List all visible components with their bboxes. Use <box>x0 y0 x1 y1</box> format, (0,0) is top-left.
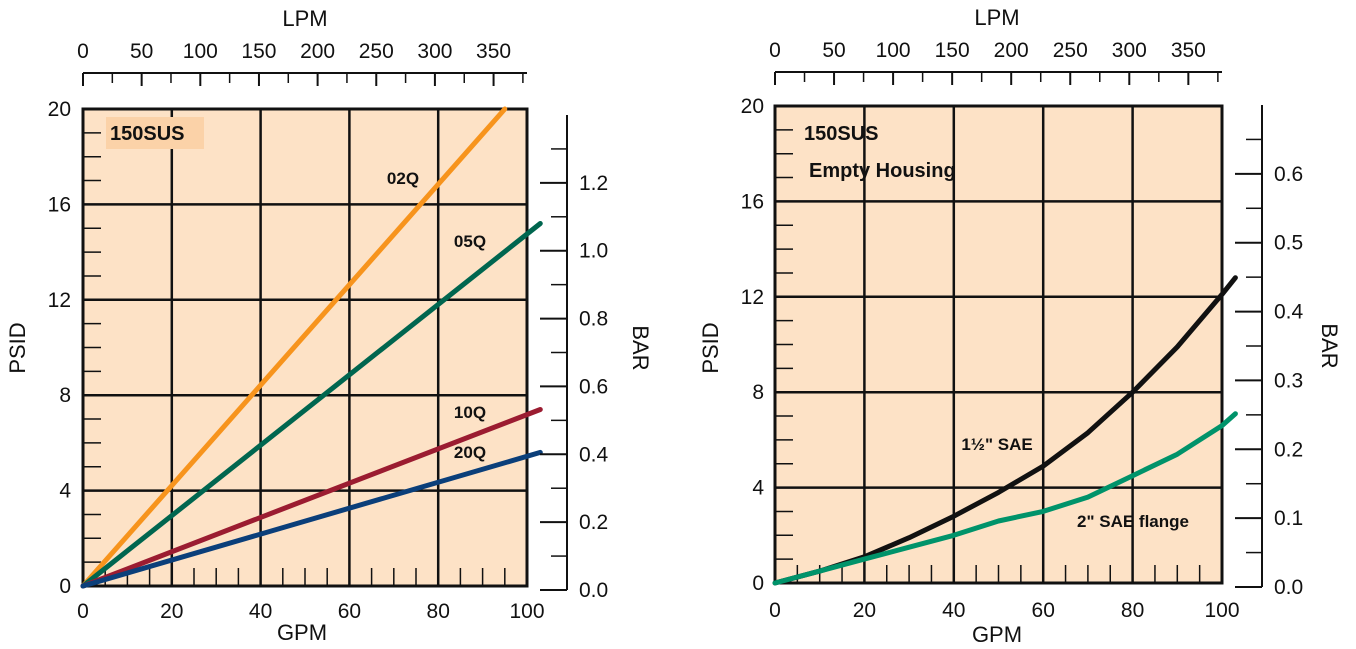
y-tick-label: 20 <box>48 98 71 121</box>
x-tick-label: 0 <box>77 600 89 623</box>
y-tick-label: 12 <box>741 286 764 309</box>
lpm-tick-label: 200 <box>994 39 1029 62</box>
series-label: 10Q <box>454 403 486 422</box>
bar-ticks-right: 0.0 0.1 0.2 0.3 0.4 0.5 0.6 <box>1235 138 1304 599</box>
series-label: 02Q <box>387 169 419 188</box>
chart-title-left: 150SUS <box>110 123 185 145</box>
bar-tick-label: 0.3 <box>1274 369 1303 392</box>
x-tick-label: 80 <box>427 600 450 623</box>
series-label: 20Q <box>454 443 486 462</box>
series-label: 05Q <box>454 232 486 251</box>
x-ticks-left: 0 20 40 60 80 100 <box>77 600 544 623</box>
series-line <box>772 411 1238 586</box>
x-tick-label: 40 <box>942 599 965 622</box>
bar-tick-label: 0.0 <box>579 579 608 602</box>
x2-axis-title-right: LPM <box>974 5 1019 30</box>
lpm-ticks-right: 0 50 100 150 200 250 300 350 <box>769 39 1219 85</box>
chart-title-right: 150SUS <box>804 123 879 145</box>
x-tick-label: 40 <box>249 600 272 623</box>
x-tick-label: 100 <box>509 600 544 623</box>
x-tick-label: 20 <box>853 599 876 622</box>
x-tick-label: 100 <box>1204 599 1239 622</box>
lpm-tick-label: 350 <box>476 40 511 63</box>
plot-area-left <box>81 107 529 588</box>
y-tick-label: 20 <box>741 95 764 118</box>
chart-right: 150SUS Empty Housing 1½" SAE 2" SAE flang… <box>698 5 1342 647</box>
series-line <box>80 106 508 589</box>
x-axis-title-right: GPM <box>972 622 1022 647</box>
bar-tick-label: 0.6 <box>1274 163 1303 186</box>
x-tick-label: 20 <box>160 600 183 623</box>
x-axis-title-left: GPM <box>277 620 327 645</box>
title-bg-left <box>106 117 204 149</box>
y-ticks-left: 0 4 8 12 16 20 <box>48 98 72 598</box>
series-label: 1½" SAE <box>961 435 1032 454</box>
lpm-ticks-left: 0 50 100 150 200 250 300 350 <box>77 40 524 86</box>
series-group-right <box>772 275 1238 586</box>
lpm-tick-label: 0 <box>769 39 781 62</box>
lpm-tick-label: 100 <box>183 40 218 63</box>
series-group-left <box>80 106 543 589</box>
bar-tick-label: 0.4 <box>1274 301 1304 324</box>
series-labels-right: 1½" SAE 2" SAE flange <box>961 435 1189 531</box>
lpm-tick-label: 100 <box>876 39 911 62</box>
grid-left <box>83 109 527 586</box>
chart-subtitle-right: Empty Housing <box>809 160 956 182</box>
y-tick-label: 0 <box>59 575 71 598</box>
y-ticks-right: 0 4 8 12 16 20 <box>741 95 765 595</box>
bar-tick-label: 0.8 <box>579 308 608 331</box>
bar-tick-label: 0.2 <box>1274 438 1303 461</box>
y-tick-label: 8 <box>752 381 764 404</box>
series-line <box>80 221 543 589</box>
bar-tick-label: 0.6 <box>579 375 608 398</box>
bar-ticks-left: 0.0 0.2 0.4 0.6 0.8 1.0 1.2 <box>540 148 609 602</box>
lpm-tick-label: 50 <box>130 40 153 63</box>
bar-tick-label: 1.2 <box>579 172 608 195</box>
bar-tick-label: 1.0 <box>579 240 608 263</box>
bar-tick-label: 0.1 <box>1274 507 1303 530</box>
series-line <box>80 407 543 589</box>
bar-tick-label: 0.0 <box>1274 576 1303 599</box>
minor-ticks-left <box>83 132 506 586</box>
y2-axis-title-left: BAR <box>628 325 653 370</box>
lpm-tick-label: 150 <box>935 39 970 62</box>
series-line <box>80 449 543 589</box>
series-labels-left: 02Q 05Q 10Q 20Q <box>387 169 486 462</box>
y-tick-label: 4 <box>59 480 71 503</box>
lpm-tick-label: 50 <box>822 39 845 62</box>
y-axis-title-right: PSID <box>698 322 723 373</box>
y2-axis-title-right: BAR <box>1317 323 1342 368</box>
minor-ticks-right <box>775 129 1201 583</box>
x-tick-label: 0 <box>769 599 781 622</box>
lpm-tick-label: 300 <box>1112 39 1147 62</box>
lpm-tick-label: 250 <box>359 40 394 63</box>
plot-area-right <box>773 104 1224 585</box>
y-axis-title-left: PSID <box>5 322 30 373</box>
x-tick-label: 60 <box>338 600 361 623</box>
y-tick-label: 16 <box>48 193 71 216</box>
y-tick-label: 4 <box>752 477 764 500</box>
x-tick-label: 60 <box>1032 599 1055 622</box>
x-ticks-right: 0 20 40 60 80 100 <box>769 599 1239 622</box>
y-tick-label: 0 <box>752 572 764 595</box>
lpm-tick-label: 300 <box>417 40 452 63</box>
lpm-tick-label: 350 <box>1171 39 1206 62</box>
x-tick-label: 80 <box>1121 599 1144 622</box>
lpm-tick-label: 150 <box>241 40 276 63</box>
lpm-tick-label: 200 <box>300 40 335 63</box>
lpm-tick-label: 0 <box>77 40 89 63</box>
x2-axis-title-left: LPM <box>282 6 327 31</box>
bar-tick-label: 0.5 <box>1274 232 1303 255</box>
series-label: 2" SAE flange <box>1077 512 1189 531</box>
grid-right <box>775 106 1222 583</box>
y-tick-label: 16 <box>741 190 764 213</box>
bar-tick-label: 0.2 <box>579 511 608 534</box>
lpm-tick-label: 250 <box>1053 39 1088 62</box>
y-tick-label: 8 <box>59 384 71 407</box>
y-tick-label: 12 <box>48 289 71 312</box>
bar-tick-label: 0.4 <box>579 443 609 466</box>
